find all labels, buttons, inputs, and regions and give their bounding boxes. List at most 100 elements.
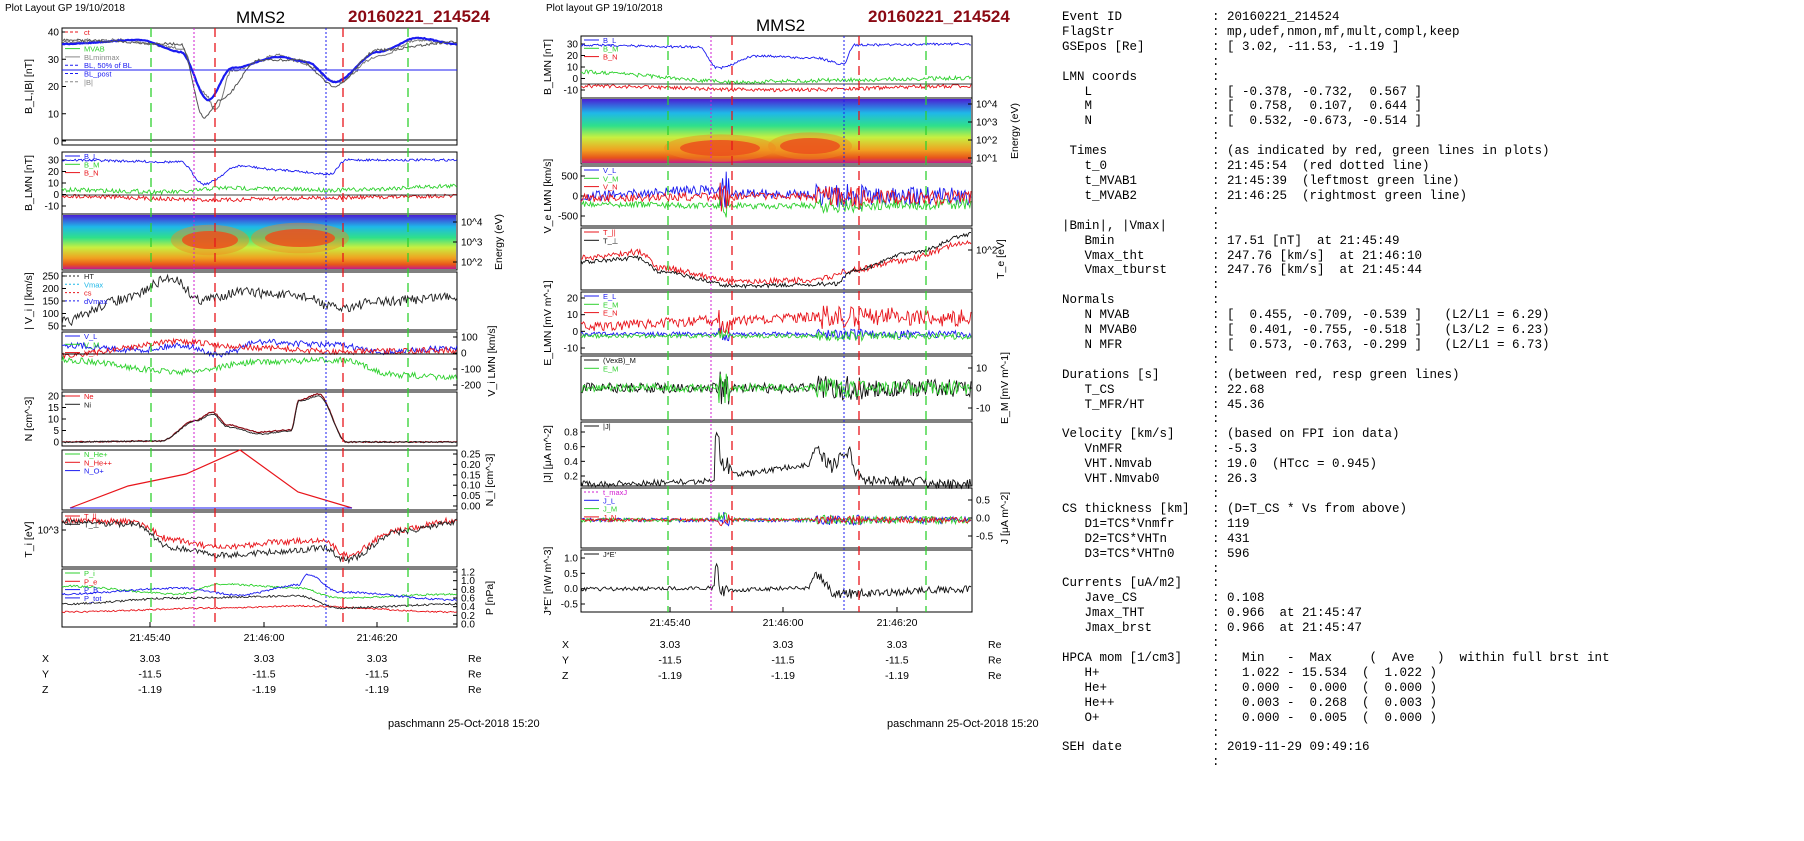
- left-legend-label: B_L: [84, 152, 97, 161]
- middle-trace-EN: [580, 305, 972, 334]
- middle-ytick-label: 10: [567, 63, 579, 74]
- middle-legend-label: E_M: [603, 300, 618, 309]
- middle-panel-6: 10 0 -10 E_M [mV m^-1] (VexB)_ME_M: [580, 352, 1011, 424]
- middle-header: Plot layout GP 19/10/2018: [546, 3, 663, 14]
- left-ytick-label: 200: [42, 284, 59, 295]
- info-row: :: [1062, 129, 1610, 144]
- middle-ytick-label: 0: [976, 384, 982, 395]
- info-row: GSEpos [Re]: [ 3.02, -11.53, -1.19 ]: [1062, 40, 1610, 55]
- left-ytick-label: 0.2: [461, 611, 475, 622]
- left-legend-label: B_M: [84, 160, 99, 169]
- info-row: Times: (as indicated by red, green lines…: [1062, 144, 1610, 159]
- left-legend-label: |B|: [84, 78, 93, 87]
- middle-legend-label: T_⊥: [603, 236, 619, 245]
- left-ytick-label: 0.20: [461, 460, 481, 471]
- left-xtick-label: 21:46:20: [357, 632, 398, 644]
- middle-spacecraft-title: MMS2: [756, 16, 806, 35]
- info-value: : 22.68: [1212, 382, 1265, 397]
- left-panel-frame: [61, 391, 458, 447]
- middle-trace-EM: [580, 373, 972, 404]
- left-legend-label: Vmax: [84, 280, 103, 289]
- info-value: :: [1212, 725, 1220, 740]
- left-axis-label: T_i [eV]: [23, 521, 35, 557]
- event-info-table: Event ID: 20160221_214524 FlagStr: mp,ude…: [1062, 10, 1610, 770]
- info-key: N MFR: [1062, 337, 1123, 352]
- left-ytick-label: 0.15: [461, 470, 481, 481]
- left-coord-value: 3.03: [254, 653, 275, 665]
- left-legend-label: V_N: [84, 349, 99, 358]
- left-header: Plot Layout GP 19/10/2018: [5, 3, 125, 14]
- info-row: :: [1062, 278, 1610, 293]
- left-coord-value: -11.5: [252, 669, 275, 681]
- info-row: D1=TCS*Vnmfr: 119: [1062, 517, 1610, 532]
- left-ytick-label: 0: [53, 438, 59, 449]
- left-axis-label: B_L,|B| [nT]: [23, 59, 35, 114]
- info-value: : [ 0.401, -0.755, -0.518 ] (L3/L2 = 6.2…: [1212, 323, 1550, 338]
- left-ytick-label: -100: [461, 365, 481, 376]
- middle-footer: paschmann 25-Oct-2018 15:20: [887, 718, 1039, 730]
- info-value: : [ 0.455, -0.709, -0.539 ] (L2/L1 = 6.2…: [1212, 308, 1550, 323]
- middle-panel-5: 20 10 0 -10 E_LMN [mV m^-1] E_LE_ME_N: [542, 280, 973, 366]
- middle-ytick-label: 0: [572, 74, 578, 85]
- middle-xtick-label: 21:46:20: [877, 617, 918, 629]
- info-row: T_CS: 22.68: [1062, 383, 1610, 398]
- info-row: L: [ -0.378, -0.732, 0.567 ]: [1062, 85, 1610, 100]
- middle-coord-name: X: [562, 639, 569, 651]
- left-ytick-label: -10: [45, 202, 60, 213]
- left-trace-Tperp: [61, 517, 457, 565]
- left-ytick-label: 0.0: [461, 620, 475, 631]
- left-ytick-label: 50: [48, 322, 60, 333]
- middle-trace-JE: [580, 562, 972, 599]
- middle-ytick-label: 0.5: [976, 496, 990, 507]
- left-coord-name: Z: [42, 684, 49, 696]
- info-key: Jmax_THT: [1062, 606, 1145, 621]
- left-panel-7: 0.250.200.150.100.050.00N_i [cm^-3] N_He+…: [61, 449, 496, 513]
- middle-legend-label: V_N: [603, 183, 618, 192]
- middle-trace-VL: [580, 171, 972, 209]
- left-ytick-label: 0: [53, 190, 59, 201]
- left-trace-B-mag: [61, 38, 457, 119]
- left-legend-label: P_B: [84, 586, 98, 595]
- info-row: N: [ 0.532, -0.673, -0.514 ]: [1062, 114, 1610, 129]
- left-ytick-label: 1.2: [461, 568, 475, 579]
- info-value: :: [1212, 352, 1220, 367]
- left-panel-5: 100 0 -100 -200 V_i LMN [km/s] V_LV_MV_N: [61, 325, 498, 397]
- middle-ytick-label: -0.5: [976, 532, 994, 543]
- left-axis-label: Energy (eV): [493, 214, 505, 270]
- middle-panel-2: 10^4 10^3 10^2 10^1 Energy (eV): [580, 97, 1021, 165]
- left-ytick-label: 15: [48, 403, 60, 414]
- middle-ytick-label: 10^3: [976, 118, 998, 129]
- middle-coord-name: Y: [562, 655, 569, 667]
- info-value: : 247.76 [km/s] at 21:45:44: [1212, 263, 1423, 278]
- info-value: :: [1212, 755, 1220, 770]
- middle-trace-VN: [580, 182, 972, 212]
- info-row: :: [1062, 755, 1610, 770]
- middle-legend-label: B_M: [603, 44, 618, 53]
- info-row: :: [1062, 412, 1610, 427]
- middle-ytick-label: 0: [572, 327, 578, 338]
- left-footer: paschmann 25-Oct-2018 15:20: [388, 718, 540, 730]
- left-panel-9: 1.21.00.80.60.40.20.0 P [nPa] P_iP_eP_BP_t…: [61, 568, 496, 631]
- info-row: FlagStr: mp,udef,nmon,mf,mult,compl,keep: [1062, 25, 1610, 40]
- middle-ytick-label: 0.8: [564, 428, 578, 439]
- info-key: Times: [1062, 144, 1108, 159]
- left-ytick-label: 10^2: [461, 258, 483, 269]
- middle-ytick-label: 0.5: [564, 569, 578, 580]
- info-key: D1=TCS*Vnmfr: [1062, 516, 1175, 531]
- middle-trace-VM: [580, 194, 972, 218]
- info-key: t_MVAB1: [1062, 173, 1138, 188]
- left-ytick-label: 0.00: [461, 502, 481, 513]
- middle-ytick-label: 20: [567, 51, 579, 62]
- middle-legend-label: B_L: [603, 36, 616, 45]
- middle-trace-Jmag: [580, 431, 972, 490]
- left-legend-label: tf: [84, 36, 89, 45]
- info-key: M: [1062, 99, 1093, 114]
- info-key: H+: [1062, 665, 1100, 680]
- info-value: : 0.966 at 21:45:47: [1212, 606, 1363, 621]
- info-row: |Bmin|, |Vmax|:: [1062, 219, 1610, 234]
- middle-ytick-label: 0.4: [564, 457, 578, 468]
- middle-legend-label: J_M: [603, 505, 617, 514]
